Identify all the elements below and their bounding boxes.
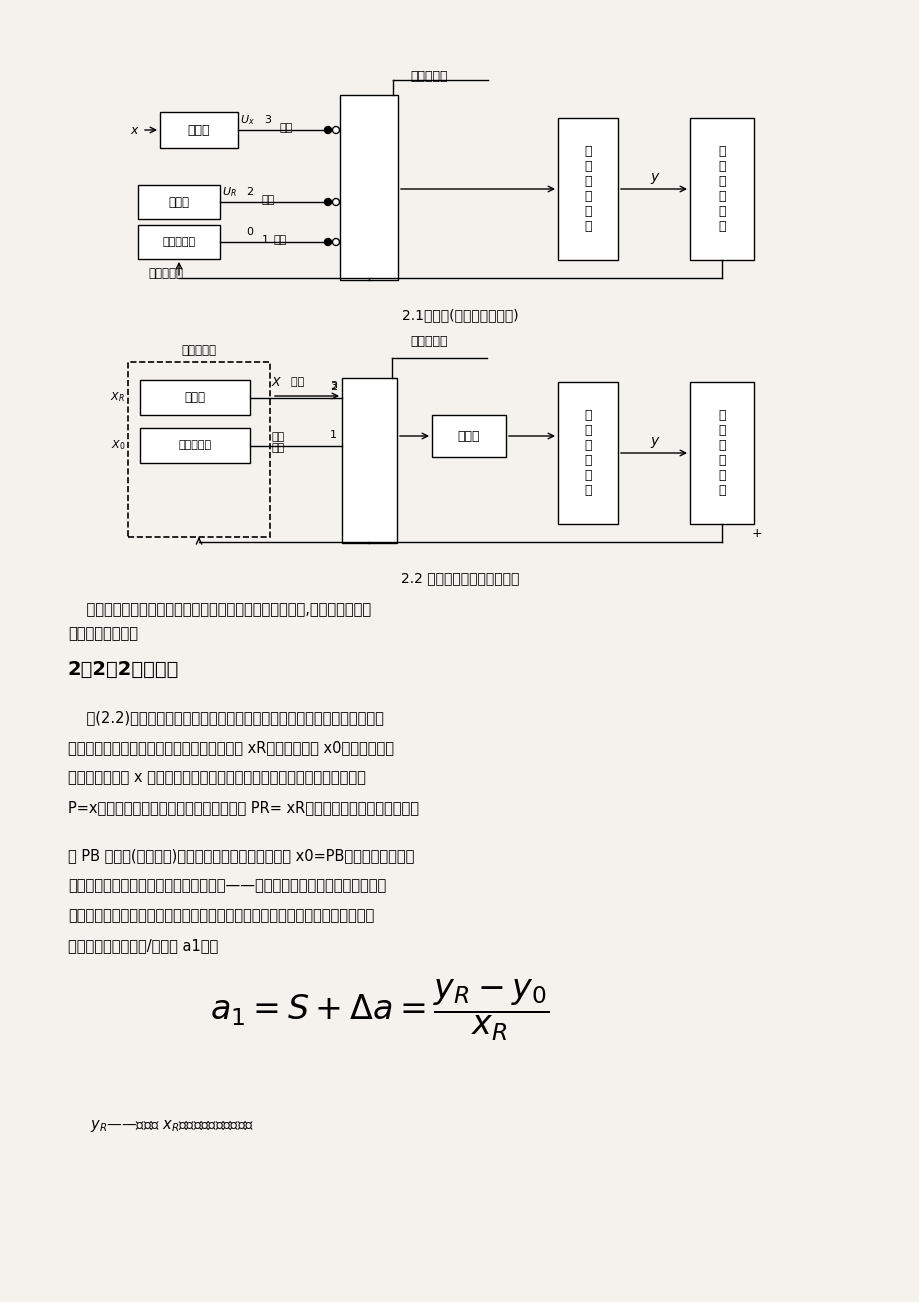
Circle shape (324, 238, 331, 246)
Text: 3: 3 (265, 115, 271, 125)
Bar (128, 362, 269, 536)
Text: 2．2．2线性系统: 2．2．2线性系统 (68, 660, 179, 680)
Text: 2: 2 (246, 187, 254, 197)
Text: 2.1方法一(不含传感器自校): 2.1方法一(不含传感器自校) (402, 309, 517, 322)
Text: 图(2.2)所示的自校准功能实现的原理框图，能够实时自校包含传感器在内: 图(2.2)所示的自校准功能实现的原理框图，能够实时自校包含传感器在内 (68, 710, 383, 725)
Text: 标准值: 标准值 (168, 195, 189, 208)
Text: 3: 3 (330, 381, 336, 391)
Text: 1: 1 (330, 431, 336, 440)
Circle shape (332, 198, 339, 206)
Text: 标定: 标定 (262, 195, 275, 204)
Bar (689, 118, 754, 260)
Text: 测零: 测零 (272, 432, 285, 443)
Bar (558, 118, 618, 260)
Text: 2.2 方法二（含传感器自校）: 2.2 方法二（含传感器自校） (401, 572, 518, 585)
Bar (138, 225, 220, 259)
Text: 微
处
理
器
系
统: 微 处 理 器 系 统 (718, 145, 725, 233)
Text: 0: 0 (246, 227, 254, 237)
Text: $X_R$: $X_R$ (110, 391, 125, 405)
Text: 测量: 测量 (284, 378, 304, 387)
Text: 信
号
调
理
电
路: 信 号 调 理 电 路 (584, 409, 591, 497)
Text: 校零: 校零 (274, 234, 287, 245)
Circle shape (332, 126, 339, 134)
Text: $a_1 = S + \Delta a = \dfrac{y_R - y_0}{x_R}$: $a_1 = S + \Delta a = \dfrac{y_R - y_0}{… (210, 978, 549, 1043)
Text: 传感器: 传感器 (458, 430, 480, 443)
Text: 的整个传感器系统。标准发生器产生的标准值 xR、零点标准值 x0与传感器输入: 的整个传感器系统。标准发生器产生的标准值 xR、零点标准值 x0与传感器输入 (68, 740, 393, 755)
Text: x: x (130, 124, 137, 137)
Circle shape (332, 238, 339, 246)
Text: 2: 2 (330, 383, 336, 392)
Text: 从上面两幅图中可以看到传感器每次工作的时候都会测零,这种方法称为实
时实时测量零点。: 从上面两幅图中可以看到传感器每次工作的时候都会测零,这种方法称为实 时实时测量零… (68, 602, 370, 641)
Bar (342, 378, 397, 543)
Text: $U_R$: $U_R$ (221, 185, 236, 199)
Text: 微
处
理
器
系
统: 微 处 理 器 系 统 (718, 409, 725, 497)
Bar (160, 112, 238, 148)
Text: y: y (649, 171, 657, 184)
Bar (689, 381, 754, 523)
Text: $y_R$——标准值 $x_R$为输入量时的输出值；: $y_R$——标准值 $x_R$为输入量时的输出值； (90, 1118, 254, 1134)
Text: 传感器: 传感器 (187, 124, 210, 137)
Text: X: X (272, 375, 280, 388)
Text: $X_0$: $X_0$ (110, 439, 125, 452)
Text: 1: 1 (262, 234, 268, 245)
Bar (140, 380, 250, 415)
Text: $U_x$: $U_x$ (240, 113, 255, 128)
Text: 的被测目标参数 x 的属性相同。如，输入压力传感器的被测目标参数是压力: 的被测目标参数 x 的属性相同。如，输入压力传感器的被测目标参数是压力 (68, 769, 366, 785)
Text: P=x，则由标准压力发生器产生的标准压力 PR= xR，若传感器测量的是相对大气: P=x，则由标准压力发生器产生的标准压力 PR= xR，若传感器测量的是相对大气 (68, 799, 418, 815)
Text: 标准发生器: 标准发生器 (148, 267, 183, 280)
Text: 标定: 标定 (272, 444, 285, 453)
Text: 多路转换器: 多路转换器 (410, 335, 448, 348)
Text: 信
号
调
理
电
路: 信 号 调 理 电 路 (584, 145, 591, 233)
Text: 压 PB 的压差(又称表压)，那么零点标准值就是通大气 x0=PB，多路转换器则是: 压 PB 的压差(又称表压)，那么零点标准值就是通大气 x0=PB，多路转换器则… (68, 848, 414, 863)
Bar (340, 95, 398, 280)
Bar (432, 415, 505, 457)
Text: +: + (751, 527, 762, 540)
Text: 非电型的可传输流体介质的气动多路开关——扫描阀。同样，微处理器在每一特: 非电型的可传输流体介质的气动多路开关——扫描阀。同样，微处理器在每一特 (68, 878, 386, 893)
Text: 测量: 测量 (279, 122, 293, 133)
Text: 标准发生器: 标准发生器 (181, 344, 216, 357)
Circle shape (324, 126, 331, 134)
Text: 定的周期内发出指令，控制多路转换器执行校零、标定、测量三步测量法，可得: 定的周期内发出指令，控制多路转换器执行校零、标定、测量三步测量法，可得 (68, 907, 374, 923)
Text: 零点标准值: 零点标准值 (163, 237, 196, 247)
Bar (140, 428, 250, 464)
Text: y: y (649, 434, 657, 448)
Circle shape (324, 198, 331, 206)
Text: 全传感器系统的增益/灵敏度 a1为：: 全传感器系统的增益/灵敏度 a1为： (68, 937, 218, 953)
Text: 多路转换器: 多路转换器 (410, 70, 448, 83)
Bar (138, 185, 220, 219)
Bar (558, 381, 618, 523)
Text: 标准值: 标准值 (185, 391, 205, 404)
Text: 零点标准值: 零点标准值 (178, 440, 211, 450)
